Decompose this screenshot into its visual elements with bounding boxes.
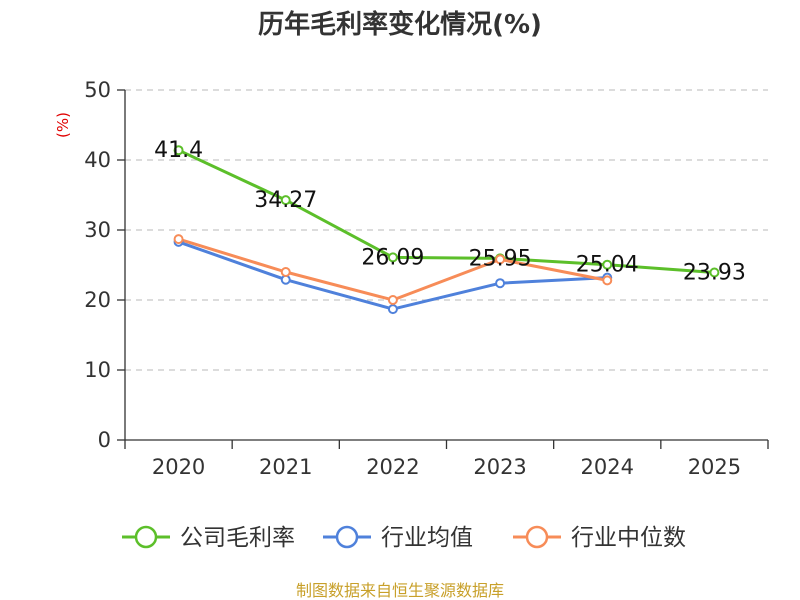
series-point-1 — [495, 278, 506, 289]
data-label: 25.95 — [469, 246, 532, 271]
legend-swatch-marker — [525, 525, 549, 549]
legend-label: 行业中位数 — [571, 525, 686, 551]
y-tick-label: 50 — [84, 78, 111, 102]
legend: 公司毛利率 行业均值 行业中位数 — [122, 525, 686, 551]
series-point-2 — [173, 234, 184, 245]
x-tick-label: 2021 — [259, 455, 312, 479]
series-point-0 — [709, 267, 720, 278]
series-point-0 — [387, 252, 398, 263]
data-labels: 41.4 34.27 26.09 25.95 25.04 23.93 — [154, 138, 746, 285]
series-point-0 — [173, 145, 184, 156]
y-axis-unit: (%) — [54, 112, 72, 138]
series-point-0 — [602, 259, 613, 270]
y-tick-label: 0 — [98, 428, 111, 452]
data-label: 34.27 — [254, 188, 317, 213]
x-tick-label: 2024 — [581, 455, 634, 479]
series-point-2 — [280, 267, 291, 277]
x-tick-label: 2023 — [473, 455, 526, 479]
data-label: 25.04 — [576, 253, 639, 278]
y-tick-label: 10 — [84, 358, 111, 382]
series-point-0 — [280, 195, 291, 206]
y-tick-label: 30 — [84, 218, 111, 242]
data-label: 41.4 — [154, 138, 203, 163]
series-point-2 — [602, 275, 613, 286]
legend-swatch-marker — [335, 525, 359, 549]
legend-label: 行业均值 — [381, 525, 473, 551]
axes: 0 10 20 30 40 50 2020 2021 2022 2023 2024 2025 — [84, 78, 769, 479]
x-tick-label: 2020 — [152, 455, 205, 479]
series-point-2 — [495, 254, 506, 265]
data-label: 23.93 — [683, 260, 746, 285]
x-tick-label: 2025 — [688, 455, 741, 479]
source-note: 制图数据来自恒生聚源数据库 — [296, 581, 504, 600]
chart-title: 历年毛利率变化情况(%) — [258, 9, 542, 40]
x-tick-label: 2022 — [366, 455, 419, 479]
y-tick-label: 20 — [84, 288, 111, 312]
legend-swatch-marker — [134, 525, 158, 549]
series-point-2 — [387, 295, 398, 305]
legend-label: 公司毛利率 — [180, 525, 295, 551]
series-lines — [173, 145, 720, 315]
y-tick-label: 40 — [84, 148, 111, 172]
gridlines — [125, 89, 768, 371]
series-line-0 — [177, 148, 715, 274]
data-label: 26.09 — [361, 245, 424, 270]
series-point-1 — [387, 304, 398, 315]
